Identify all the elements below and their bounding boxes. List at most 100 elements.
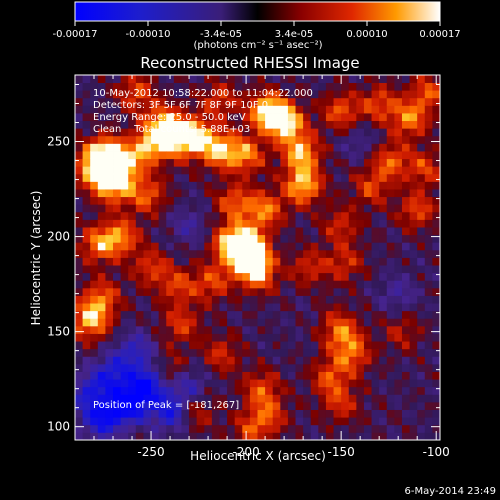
heatmap-cell bbox=[105, 272, 114, 281]
heatmap-cell bbox=[287, 113, 296, 122]
heatmap-cell bbox=[394, 280, 403, 289]
heatmap-cell bbox=[75, 196, 83, 205]
heatmap-cell bbox=[113, 204, 122, 213]
heatmap-cell bbox=[432, 166, 440, 175]
heatmap-cell bbox=[303, 356, 312, 365]
heatmap-cell bbox=[341, 166, 350, 175]
heatmap-cell bbox=[113, 113, 122, 122]
heatmap-cell bbox=[181, 341, 190, 350]
heatmap-cell bbox=[409, 151, 418, 160]
heatmap-cell bbox=[204, 105, 213, 114]
colorbar-ticks: -0.00017 -0.00010 -3.4e-05 3.4e-05 0.00010 0.… bbox=[53, 21, 461, 40]
heatmap-cell bbox=[234, 113, 243, 122]
heatmap-cell bbox=[249, 417, 258, 426]
heatmap-cell bbox=[113, 234, 122, 243]
heatmap-cell bbox=[257, 227, 266, 236]
heatmap-cell bbox=[272, 196, 281, 205]
heatmap-cell bbox=[341, 272, 350, 281]
heatmap-cell bbox=[280, 272, 289, 281]
heatmap-cells bbox=[75, 75, 440, 440]
heatmap-cell bbox=[120, 82, 129, 91]
heatmap-cell bbox=[401, 166, 410, 175]
heatmap-cell bbox=[379, 75, 388, 83]
heatmap-cell bbox=[204, 424, 213, 433]
heatmap-cell bbox=[173, 265, 182, 274]
heatmap-cell bbox=[379, 143, 388, 152]
heatmap-cell bbox=[75, 204, 83, 213]
heatmap-cell bbox=[158, 249, 167, 258]
heatmap-cell bbox=[204, 234, 213, 243]
heatmap-cell bbox=[318, 356, 327, 365]
heatmap-cell bbox=[173, 432, 182, 440]
heatmap-cell bbox=[113, 348, 122, 357]
heatmap-cell bbox=[90, 295, 99, 304]
heatmap-cell bbox=[341, 105, 350, 114]
heatmap-cell bbox=[196, 219, 205, 228]
heatmap-cell bbox=[417, 265, 426, 274]
heatmap-cell bbox=[113, 333, 122, 342]
heatmap-cell bbox=[272, 120, 281, 129]
heatmap-cell bbox=[303, 113, 312, 122]
heatmap-cell bbox=[379, 135, 388, 144]
heatmap-cell bbox=[90, 97, 99, 106]
heatmap-cell bbox=[249, 189, 258, 198]
heatmap-cell bbox=[424, 417, 433, 426]
heatmap-cell bbox=[82, 135, 91, 144]
heatmap-cell bbox=[227, 242, 236, 251]
heatmap-cell bbox=[135, 242, 144, 251]
heatmap-cell bbox=[295, 105, 304, 114]
heatmap-cell bbox=[204, 295, 213, 304]
heatmap-cell bbox=[257, 417, 266, 426]
heatmap-cell bbox=[135, 135, 144, 144]
heatmap-cell bbox=[394, 394, 403, 403]
heatmap-cell bbox=[90, 265, 99, 274]
heatmap-cell bbox=[333, 219, 342, 228]
heatmap-cell bbox=[341, 363, 350, 372]
heatmap-cell bbox=[348, 341, 357, 350]
heatmap-cell bbox=[432, 219, 440, 228]
heatmap-cell bbox=[143, 287, 152, 296]
heatmap-cell bbox=[310, 265, 319, 274]
heatmap-cell bbox=[432, 242, 440, 251]
heatmap-cell bbox=[234, 189, 243, 198]
heatmap-cell bbox=[409, 310, 418, 319]
heatmap-cell bbox=[97, 166, 106, 175]
heatmap-cell bbox=[417, 386, 426, 395]
heatmap-cell bbox=[432, 303, 440, 312]
heatmap-cell bbox=[181, 234, 190, 243]
heatmap-cell bbox=[227, 120, 236, 129]
heatmap-cell bbox=[75, 371, 83, 380]
heatmap-cell bbox=[394, 257, 403, 266]
heatmap-cell bbox=[310, 287, 319, 296]
heatmap-cell bbox=[219, 181, 228, 190]
heatmap-cell bbox=[280, 173, 289, 182]
heatmap-cell bbox=[371, 401, 380, 410]
heatmap-cell bbox=[379, 287, 388, 296]
heatmap-cell bbox=[113, 189, 122, 198]
heatmap-cell bbox=[196, 135, 205, 144]
heatmap-cell bbox=[75, 257, 83, 266]
heatmap-cell bbox=[348, 325, 357, 334]
heatmap-cell bbox=[287, 128, 296, 137]
heatmap-cell bbox=[386, 401, 395, 410]
heatmap-cell bbox=[75, 181, 83, 190]
heatmap-cell bbox=[318, 242, 327, 251]
heatmap-cell bbox=[272, 379, 281, 388]
heatmap-cell bbox=[386, 105, 395, 114]
heatmap-cell bbox=[325, 432, 334, 440]
heatmap-cell bbox=[409, 371, 418, 380]
heatmap-cell bbox=[401, 348, 410, 357]
heatmap-cell bbox=[310, 257, 319, 266]
heatmap-cell bbox=[211, 75, 220, 83]
heatmap-cell bbox=[348, 97, 357, 106]
heatmap-cell bbox=[341, 341, 350, 350]
heatmap-cell bbox=[333, 417, 342, 426]
heatmap-cell bbox=[424, 82, 433, 91]
heatmap-cell bbox=[97, 173, 106, 182]
heatmap-cell bbox=[242, 341, 251, 350]
heatmap-cell bbox=[173, 272, 182, 281]
heatmap-cell bbox=[363, 219, 372, 228]
heatmap-cell bbox=[333, 143, 342, 152]
heatmap-cell bbox=[257, 280, 266, 289]
heatmap-cell bbox=[151, 432, 160, 440]
